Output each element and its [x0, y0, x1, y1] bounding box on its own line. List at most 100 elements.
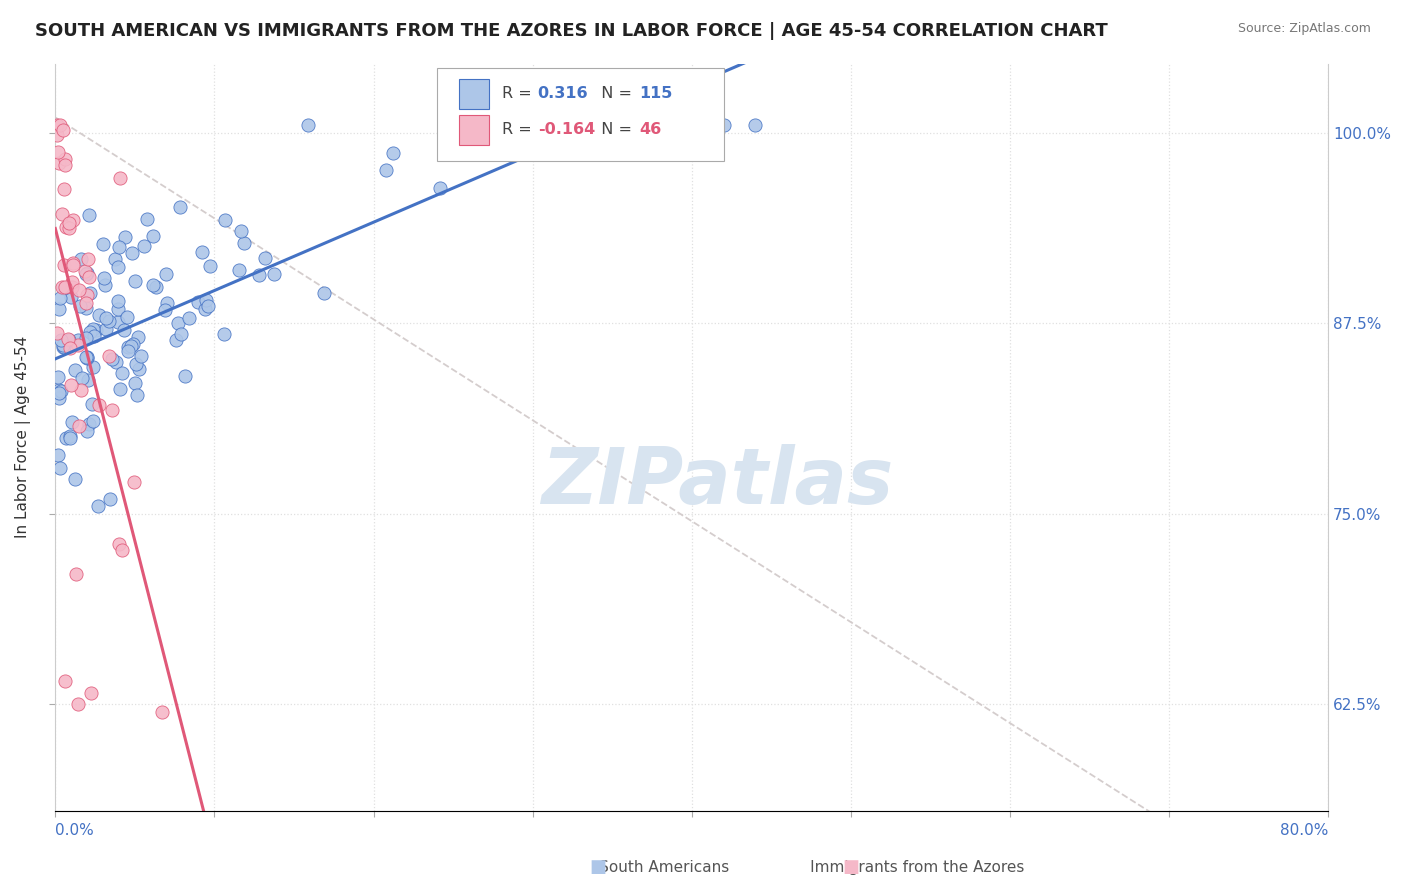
Point	[67, 283, 90, 297]
Point	[67, 697, 90, 711]
Text: ■: ■	[842, 858, 859, 876]
Point	[108, 240, 131, 254]
Point	[45, 326, 67, 340]
Point	[79, 686, 101, 700]
Text: R =: R =	[502, 122, 537, 137]
Point	[51, 280, 73, 294]
Point	[70, 383, 93, 397]
Point	[145, 279, 167, 293]
Point	[51, 337, 73, 351]
Text: South Americans: South Americans	[565, 860, 728, 874]
Point	[169, 200, 191, 214]
Text: 46: 46	[640, 122, 662, 137]
Point	[53, 182, 76, 196]
Point	[263, 268, 285, 282]
Point	[48, 156, 70, 170]
Point	[197, 299, 219, 313]
Point	[48, 370, 70, 384]
Point	[194, 301, 217, 316]
Point	[75, 267, 97, 281]
Point	[53, 280, 76, 294]
Point	[117, 343, 139, 358]
Point	[112, 323, 135, 337]
Point	[60, 276, 83, 290]
Point	[45, 118, 67, 132]
Point	[253, 252, 276, 266]
Y-axis label: In Labor Force | Age 45-54: In Labor Force | Age 45-54	[15, 336, 31, 539]
Text: ZIPatlas: ZIPatlas	[541, 444, 893, 520]
Point	[87, 308, 110, 322]
Point	[77, 208, 100, 222]
Point	[77, 270, 100, 285]
Point	[48, 391, 70, 405]
Point	[80, 396, 103, 410]
Point	[58, 333, 80, 347]
Point	[82, 414, 104, 428]
Point	[111, 367, 134, 381]
Point	[125, 388, 148, 402]
Point	[75, 350, 97, 364]
Point	[648, 118, 671, 132]
Point	[96, 311, 118, 326]
Point	[49, 291, 72, 305]
Point	[174, 369, 197, 384]
Point	[374, 162, 396, 177]
Point	[52, 258, 75, 272]
Point	[128, 362, 150, 376]
Point	[76, 331, 98, 345]
Point	[63, 363, 86, 377]
Point	[55, 219, 77, 234]
Point	[97, 314, 120, 328]
Point	[170, 326, 193, 341]
Point	[60, 415, 83, 429]
FancyBboxPatch shape	[458, 79, 489, 109]
Point	[312, 285, 335, 300]
Point	[60, 290, 83, 304]
Point	[232, 236, 254, 251]
Point	[58, 215, 80, 229]
Point	[187, 295, 209, 310]
Point	[62, 255, 84, 269]
Point	[77, 373, 100, 387]
Point	[75, 301, 97, 316]
Point	[59, 378, 82, 392]
Point	[107, 293, 129, 308]
Point	[381, 146, 404, 161]
Point	[153, 303, 176, 318]
Point	[142, 277, 165, 292]
Point	[48, 461, 70, 475]
Text: ■: ■	[589, 858, 606, 876]
Point	[194, 293, 217, 307]
Point	[48, 386, 70, 401]
Point	[52, 281, 75, 295]
Point	[111, 543, 134, 558]
Point	[142, 229, 165, 244]
Point	[59, 342, 82, 356]
Text: Source: ZipAtlas.com: Source: ZipAtlas.com	[1237, 22, 1371, 36]
Text: -0.164: -0.164	[537, 122, 595, 137]
Point	[49, 384, 72, 398]
Text: 115: 115	[640, 87, 673, 102]
Point	[93, 270, 115, 285]
Text: 0.0%: 0.0%	[55, 822, 94, 838]
Point	[67, 418, 90, 433]
Point	[94, 278, 117, 293]
Point	[48, 302, 70, 317]
Point	[122, 475, 145, 489]
Point	[52, 340, 75, 354]
Point	[122, 336, 145, 351]
Point	[84, 323, 107, 337]
Point	[212, 327, 235, 342]
Point	[229, 223, 252, 237]
Point	[87, 398, 110, 412]
Point	[744, 118, 766, 132]
Point	[56, 332, 79, 346]
Point	[155, 267, 177, 281]
Point	[77, 417, 100, 432]
Point	[69, 252, 91, 267]
Point	[136, 211, 159, 226]
Point	[52, 123, 75, 137]
Point	[76, 424, 98, 438]
Point	[124, 376, 146, 390]
Point	[51, 207, 73, 221]
